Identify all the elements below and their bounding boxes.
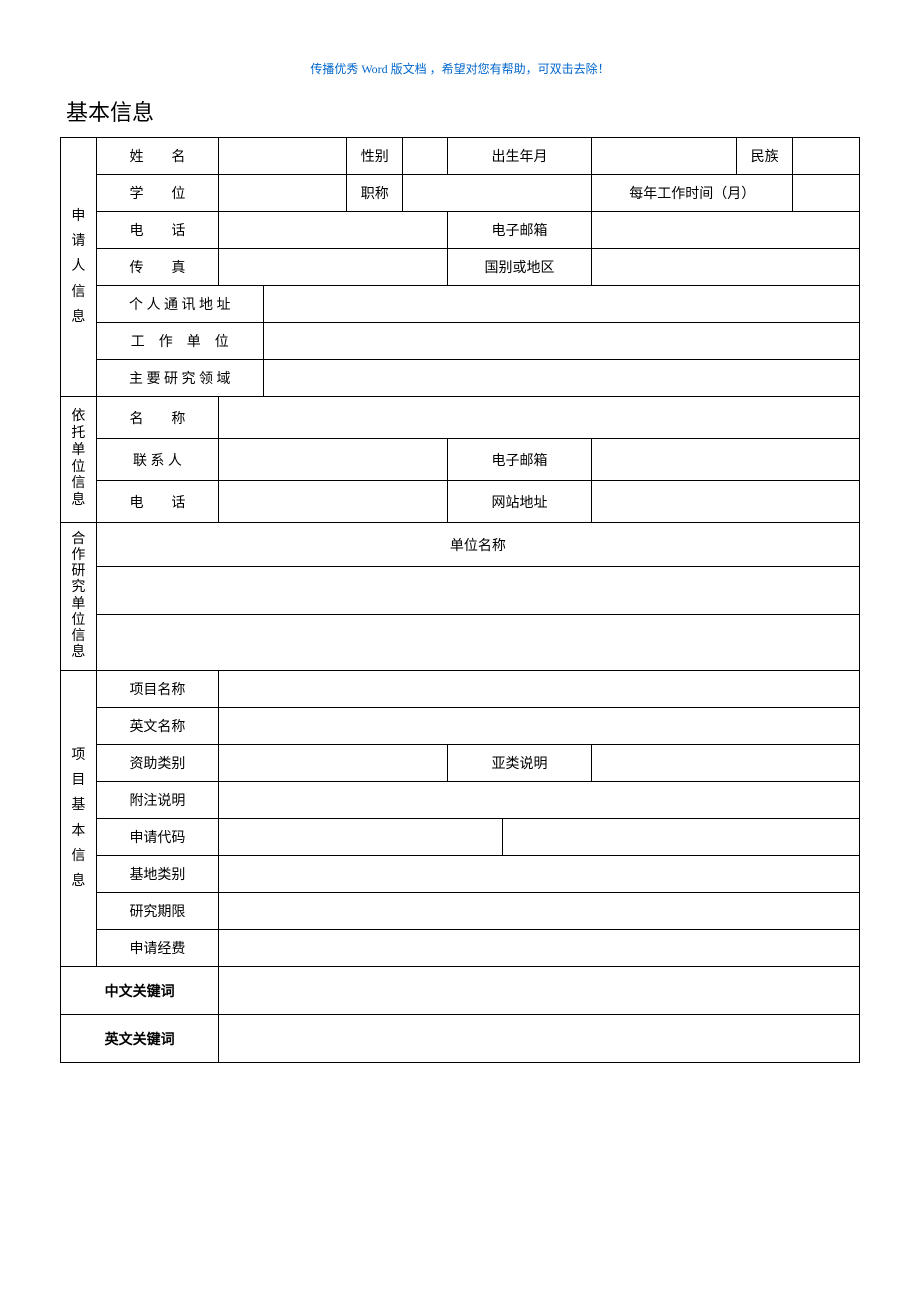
fund-type-label: 资助类别: [96, 745, 219, 782]
remark-label: 附注说明: [96, 782, 219, 819]
fund-type-value: [219, 745, 447, 782]
birth-label: 出生年月: [447, 138, 592, 175]
info-table: 申请人信息 姓 名 性别 出生年月 民族 学 位 职称 每年工作时间（月） 电 …: [60, 137, 860, 1063]
country-value: [592, 249, 860, 286]
project-section-label: 项目基本信息: [61, 671, 97, 967]
subtype-value: [592, 745, 860, 782]
apply-code-value-1: [219, 819, 503, 856]
en-keywords-value: [219, 1015, 860, 1063]
page-title: 基本信息: [66, 95, 860, 127]
degree-label: 学 位: [96, 175, 219, 212]
partner-unit-label: 单位名称: [96, 523, 859, 567]
period-value: [219, 893, 860, 930]
email-label: 电子邮箱: [447, 212, 592, 249]
en-keywords-label: 英文关键词: [61, 1015, 219, 1063]
gender-value: [403, 138, 448, 175]
host-website-value: [592, 481, 860, 523]
zh-keywords-value: [219, 967, 860, 1015]
fax-value: [219, 249, 447, 286]
host-email-value: [592, 439, 860, 481]
apply-code-value-2: [503, 819, 860, 856]
workplace-value: [263, 323, 859, 360]
birth-value: [592, 138, 737, 175]
apply-code-label: 申请代码: [96, 819, 219, 856]
project-name-label: 项目名称: [96, 671, 219, 708]
host-website-label: 网站地址: [447, 481, 592, 523]
research-value: [263, 360, 859, 397]
name-value: [219, 138, 347, 175]
remark-value: [219, 782, 860, 819]
ethnicity-value: [793, 138, 860, 175]
work-months-label: 每年工作时间（月）: [592, 175, 793, 212]
name-label: 姓 名: [96, 138, 219, 175]
host-email-label: 电子邮箱: [447, 439, 592, 481]
phone-label: 电 话: [96, 212, 219, 249]
phone-value: [219, 212, 447, 249]
degree-value: [219, 175, 347, 212]
header-note: 传播优秀 Word 版文档 ，希望对您有帮助，可双击去除！: [60, 60, 860, 77]
partner-section-label: 合作研究单位信息: [61, 523, 97, 671]
ethnicity-label: 民族: [737, 138, 793, 175]
host-section-label: 依托单位信息: [61, 397, 97, 523]
project-name-value: [219, 671, 860, 708]
base-type-value: [219, 856, 860, 893]
partner-row-1: [96, 567, 859, 615]
host-name-label: 名 称: [96, 397, 219, 439]
applicant-section-label: 申请人信息: [61, 138, 97, 397]
title-label: 职称: [347, 175, 403, 212]
work-months-value: [793, 175, 860, 212]
english-value: [219, 708, 860, 745]
english-label: 英文名称: [96, 708, 219, 745]
address-label: 个 人 通 讯 地 址: [96, 286, 263, 323]
gender-label: 性别: [347, 138, 403, 175]
research-label: 主 要 研 究 领 域: [96, 360, 263, 397]
address-value: [263, 286, 859, 323]
partner-row-2: [96, 615, 859, 671]
email-value: [592, 212, 860, 249]
country-label: 国别或地区: [447, 249, 592, 286]
host-phone-value: [219, 481, 447, 523]
budget-label: 申请经费: [96, 930, 219, 967]
budget-value: [219, 930, 860, 967]
title-value: [403, 175, 592, 212]
fax-label: 传 真: [96, 249, 219, 286]
workplace-label: 工 作 单 位: [96, 323, 263, 360]
period-label: 研究期限: [96, 893, 219, 930]
zh-keywords-label: 中文关键词: [61, 967, 219, 1015]
host-name-value: [219, 397, 860, 439]
host-contact-label: 联 系 人: [96, 439, 219, 481]
base-type-label: 基地类别: [96, 856, 219, 893]
host-contact-value: [219, 439, 447, 481]
host-phone-label: 电 话: [96, 481, 219, 523]
subtype-label: 亚类说明: [447, 745, 592, 782]
